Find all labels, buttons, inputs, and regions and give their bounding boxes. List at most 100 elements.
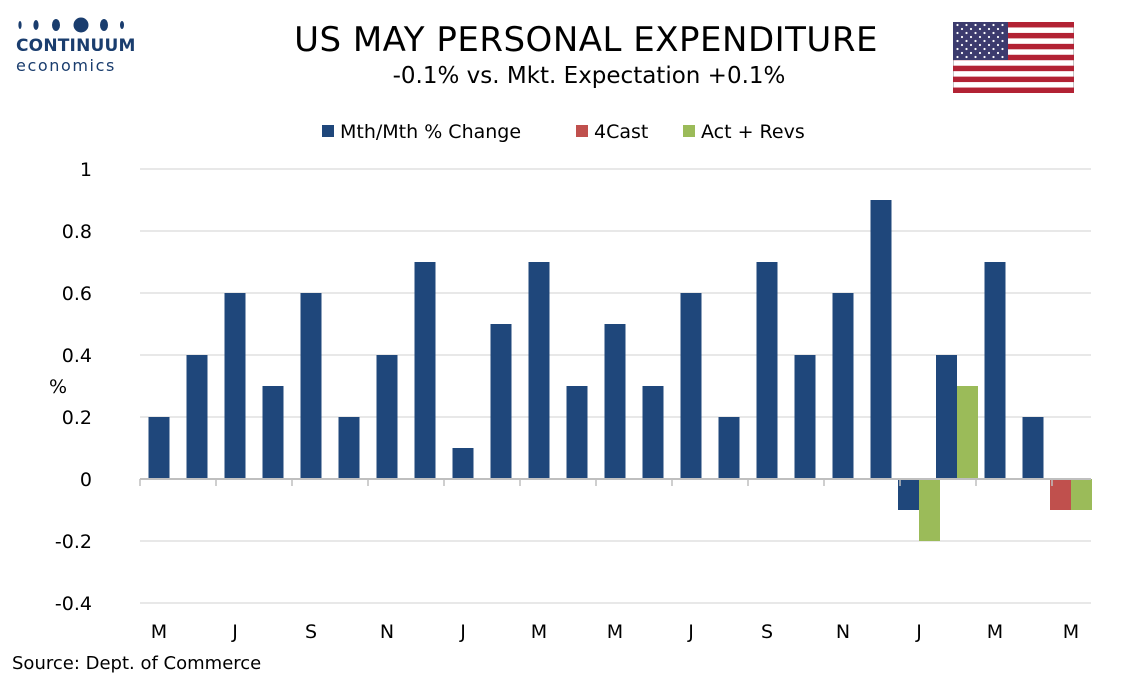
x-tick-label: M <box>151 621 167 643</box>
legend: Mth/Mth % Change 4Cast Act + Revs <box>322 121 805 143</box>
bar-mth-mth-change <box>452 448 474 479</box>
flag-stripe <box>953 76 1074 83</box>
bar-mth-mth-change <box>1022 417 1044 479</box>
flag-star <box>992 23 995 27</box>
flag-star <box>987 27 991 31</box>
y-tick-label: 0.6 <box>62 283 92 305</box>
flag-star <box>969 51 973 55</box>
y-tick-label: 1 <box>80 159 92 181</box>
y-tick-label: 0.8 <box>62 221 92 243</box>
bar-mth-mth-change <box>936 355 957 479</box>
bar-act-revs <box>957 386 978 479</box>
flag-star <box>965 39 968 43</box>
logo-subtitle: economics <box>16 56 116 75</box>
flag-star <box>996 51 1000 55</box>
flag-star <box>960 43 964 47</box>
flag-star <box>996 35 1000 39</box>
bar-mth-mth-change <box>794 355 816 479</box>
legend-swatch <box>322 125 334 137</box>
flag-star <box>987 35 991 39</box>
flag-star <box>1001 31 1004 35</box>
flag-stripe <box>953 32 1074 39</box>
y-axis-label: % <box>49 376 67 398</box>
bar-act-revs <box>1071 479 1092 510</box>
x-tick-label: M <box>607 621 623 643</box>
bar-mth-mth-change <box>148 417 170 479</box>
flag-star <box>956 55 959 59</box>
legend-swatch <box>683 125 695 137</box>
bar-mth-mth-change <box>300 293 322 479</box>
flag-star <box>956 47 959 51</box>
us-flag-icon <box>953 22 1074 93</box>
flag-star <box>978 51 982 55</box>
flag-star <box>960 51 964 55</box>
y-axis-ticks: 1 0.8 0.6 0.4 0.2 0 -0.2 -0.4 <box>55 159 92 615</box>
flag-star <box>983 31 986 35</box>
logo-name: CONTINUUM <box>16 36 136 56</box>
bar-mth-mth-change <box>642 386 664 479</box>
flag-stripe <box>953 22 1074 28</box>
source-note: Source: Dept. of Commerce <box>12 653 262 674</box>
bar-mth-mth-change <box>414 262 436 479</box>
x-tick-label: S <box>305 621 317 643</box>
bar-mth-mth-change <box>604 324 626 479</box>
flag-star <box>996 43 1000 47</box>
legend-label: Mth/Mth % Change <box>340 121 521 143</box>
flag-star <box>956 39 959 43</box>
flag-star <box>969 43 973 47</box>
flag-star <box>992 31 995 35</box>
x-tick-label: J <box>231 621 238 643</box>
flag-star <box>960 27 964 31</box>
flag-star <box>965 55 968 59</box>
bar-mth-mth-change <box>338 417 360 479</box>
flag-star <box>969 27 973 31</box>
flag-stripe <box>953 87 1074 93</box>
flag-star <box>983 55 986 59</box>
bar-mth-mth-change <box>870 200 892 479</box>
continuum-logo: CONTINUUM economics <box>8 12 138 76</box>
flag-star <box>974 47 977 51</box>
x-tick-label: M <box>987 621 1003 643</box>
bar-mth-mth-change <box>756 262 778 479</box>
x-tick-label: J <box>687 621 694 643</box>
flag-star <box>983 47 986 51</box>
x-tick-label: M <box>1063 621 1079 643</box>
legend-label: Act + Revs <box>701 121 805 143</box>
x-tick-label: N <box>836 621 850 643</box>
flag-star <box>983 39 986 43</box>
flag-star <box>1001 23 1004 27</box>
y-tick-label: -0.2 <box>55 531 92 553</box>
flag-star <box>974 39 977 43</box>
bar-mth-mth-change <box>566 386 588 479</box>
flag-star <box>960 35 964 39</box>
flag-star <box>969 35 973 39</box>
flag-star <box>978 35 982 39</box>
flag-star <box>992 55 995 59</box>
bar-mth-mth-change <box>718 417 740 479</box>
y-tick-label: 0.2 <box>62 407 92 429</box>
flag-star <box>992 47 995 51</box>
bar-mth-mth-change <box>898 479 919 510</box>
flag-star <box>987 43 991 47</box>
bar-mth-mth-change <box>490 324 512 479</box>
flag-star <box>996 27 1000 31</box>
bar-mth-mth-change <box>984 262 1006 479</box>
flag-star <box>983 23 986 27</box>
flag-star <box>974 23 977 27</box>
x-tick-label: J <box>915 621 922 643</box>
flag-star <box>956 23 959 27</box>
bar-mth-mth-change <box>186 355 208 479</box>
y-tick-label: 0 <box>80 469 92 491</box>
y-tick-label: -0.4 <box>55 593 92 615</box>
flag-star <box>1001 47 1004 51</box>
flag-star <box>974 31 977 35</box>
chart-title: US MAY PERSONAL EXPENDITURE <box>294 20 878 60</box>
x-tick-label: M <box>531 621 547 643</box>
bar-mth-mth-change <box>832 293 854 479</box>
flag-stripe <box>953 65 1074 72</box>
flag-star <box>1001 39 1004 43</box>
x-axis <box>139 478 1091 486</box>
x-tick-label: S <box>761 621 773 643</box>
